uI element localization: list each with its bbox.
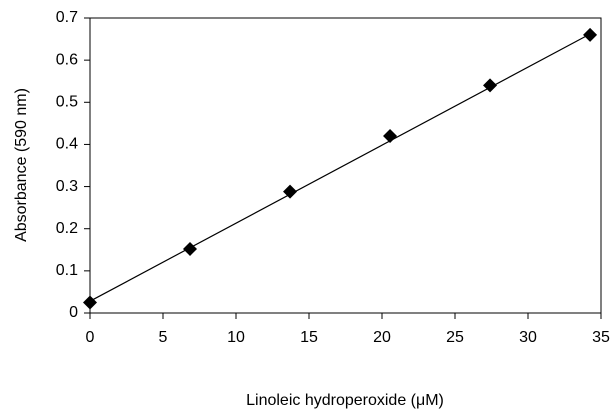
y-axis-label: Absorbance (590 nm): [13, 88, 30, 242]
x-tick-label: 30: [519, 329, 537, 346]
data-point: [83, 295, 97, 310]
x-tick-label: 5: [159, 329, 168, 346]
x-tick-label: 25: [446, 329, 464, 346]
data-point: [383, 129, 398, 143]
y-tick-label: 0.6: [56, 51, 78, 68]
data-point: [483, 78, 498, 93]
x-tick-label: 0: [86, 329, 95, 346]
y-tick-label: 0.1: [56, 262, 78, 279]
fit-line: [89, 33, 591, 302]
x-tick-label: 20: [373, 329, 391, 346]
y-tick-label: 0.7: [56, 9, 78, 26]
data-point: [183, 241, 198, 256]
data-point: [583, 27, 598, 42]
x-tick-label: 35: [592, 329, 610, 346]
y-tick-label: 0.2: [56, 220, 78, 237]
y-tick-label: 0.3: [56, 178, 78, 195]
y-tick-label: 0.5: [56, 94, 78, 111]
data-point: [283, 184, 298, 199]
x-tick-label: 15: [300, 329, 318, 346]
x-tick-label: 10: [227, 329, 245, 346]
x-axis-label: Linoleic hydroperoxide (μM): [246, 392, 444, 409]
plot-frame: [89, 17, 602, 314]
y-tick-label: 0: [69, 304, 78, 321]
y-tick-label: 0.4: [56, 136, 78, 153]
